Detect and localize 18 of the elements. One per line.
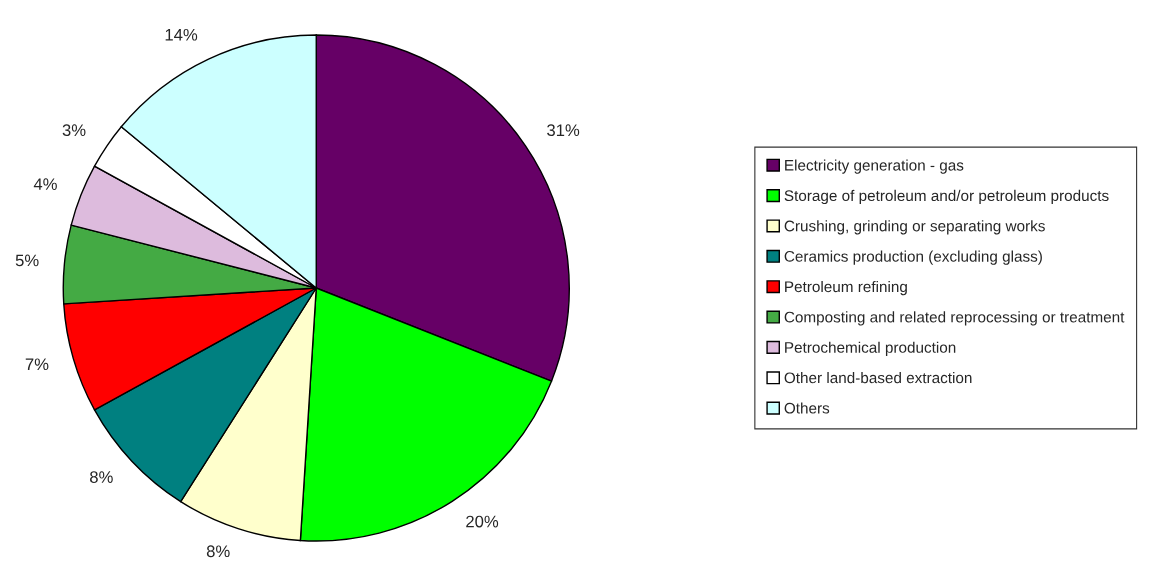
data-label: 8% — [206, 545, 230, 558]
legend-label: Others — [784, 402, 830, 414]
legend-label: Petrochemical production — [785, 341, 956, 356]
data-label: 3% — [62, 124, 86, 137]
data-label: 5% — [15, 254, 39, 267]
data-label: 4% — [33, 178, 57, 190]
legend-label: Ceramics production (excluding glass) — [784, 250, 1042, 265]
data-label: 20% — [466, 515, 499, 528]
legend-label: Storage of petroleum and/or petroleum products — [784, 189, 1109, 205]
legend-label: Petroleum refining — [785, 280, 907, 296]
data-label: 8% — [90, 471, 113, 483]
data-label: 31% — [547, 124, 580, 137]
legend-label: Electricity generation - gas — [785, 159, 964, 174]
legend-label: Other land-based extraction — [784, 372, 972, 384]
data-label: 14% — [165, 28, 198, 41]
legend-label: Crushing, grinding or separating works — [784, 220, 1045, 235]
legend-label: Composting and related reprocessing or treatment — [784, 311, 1125, 326]
data-label: 7% — [25, 358, 49, 371]
